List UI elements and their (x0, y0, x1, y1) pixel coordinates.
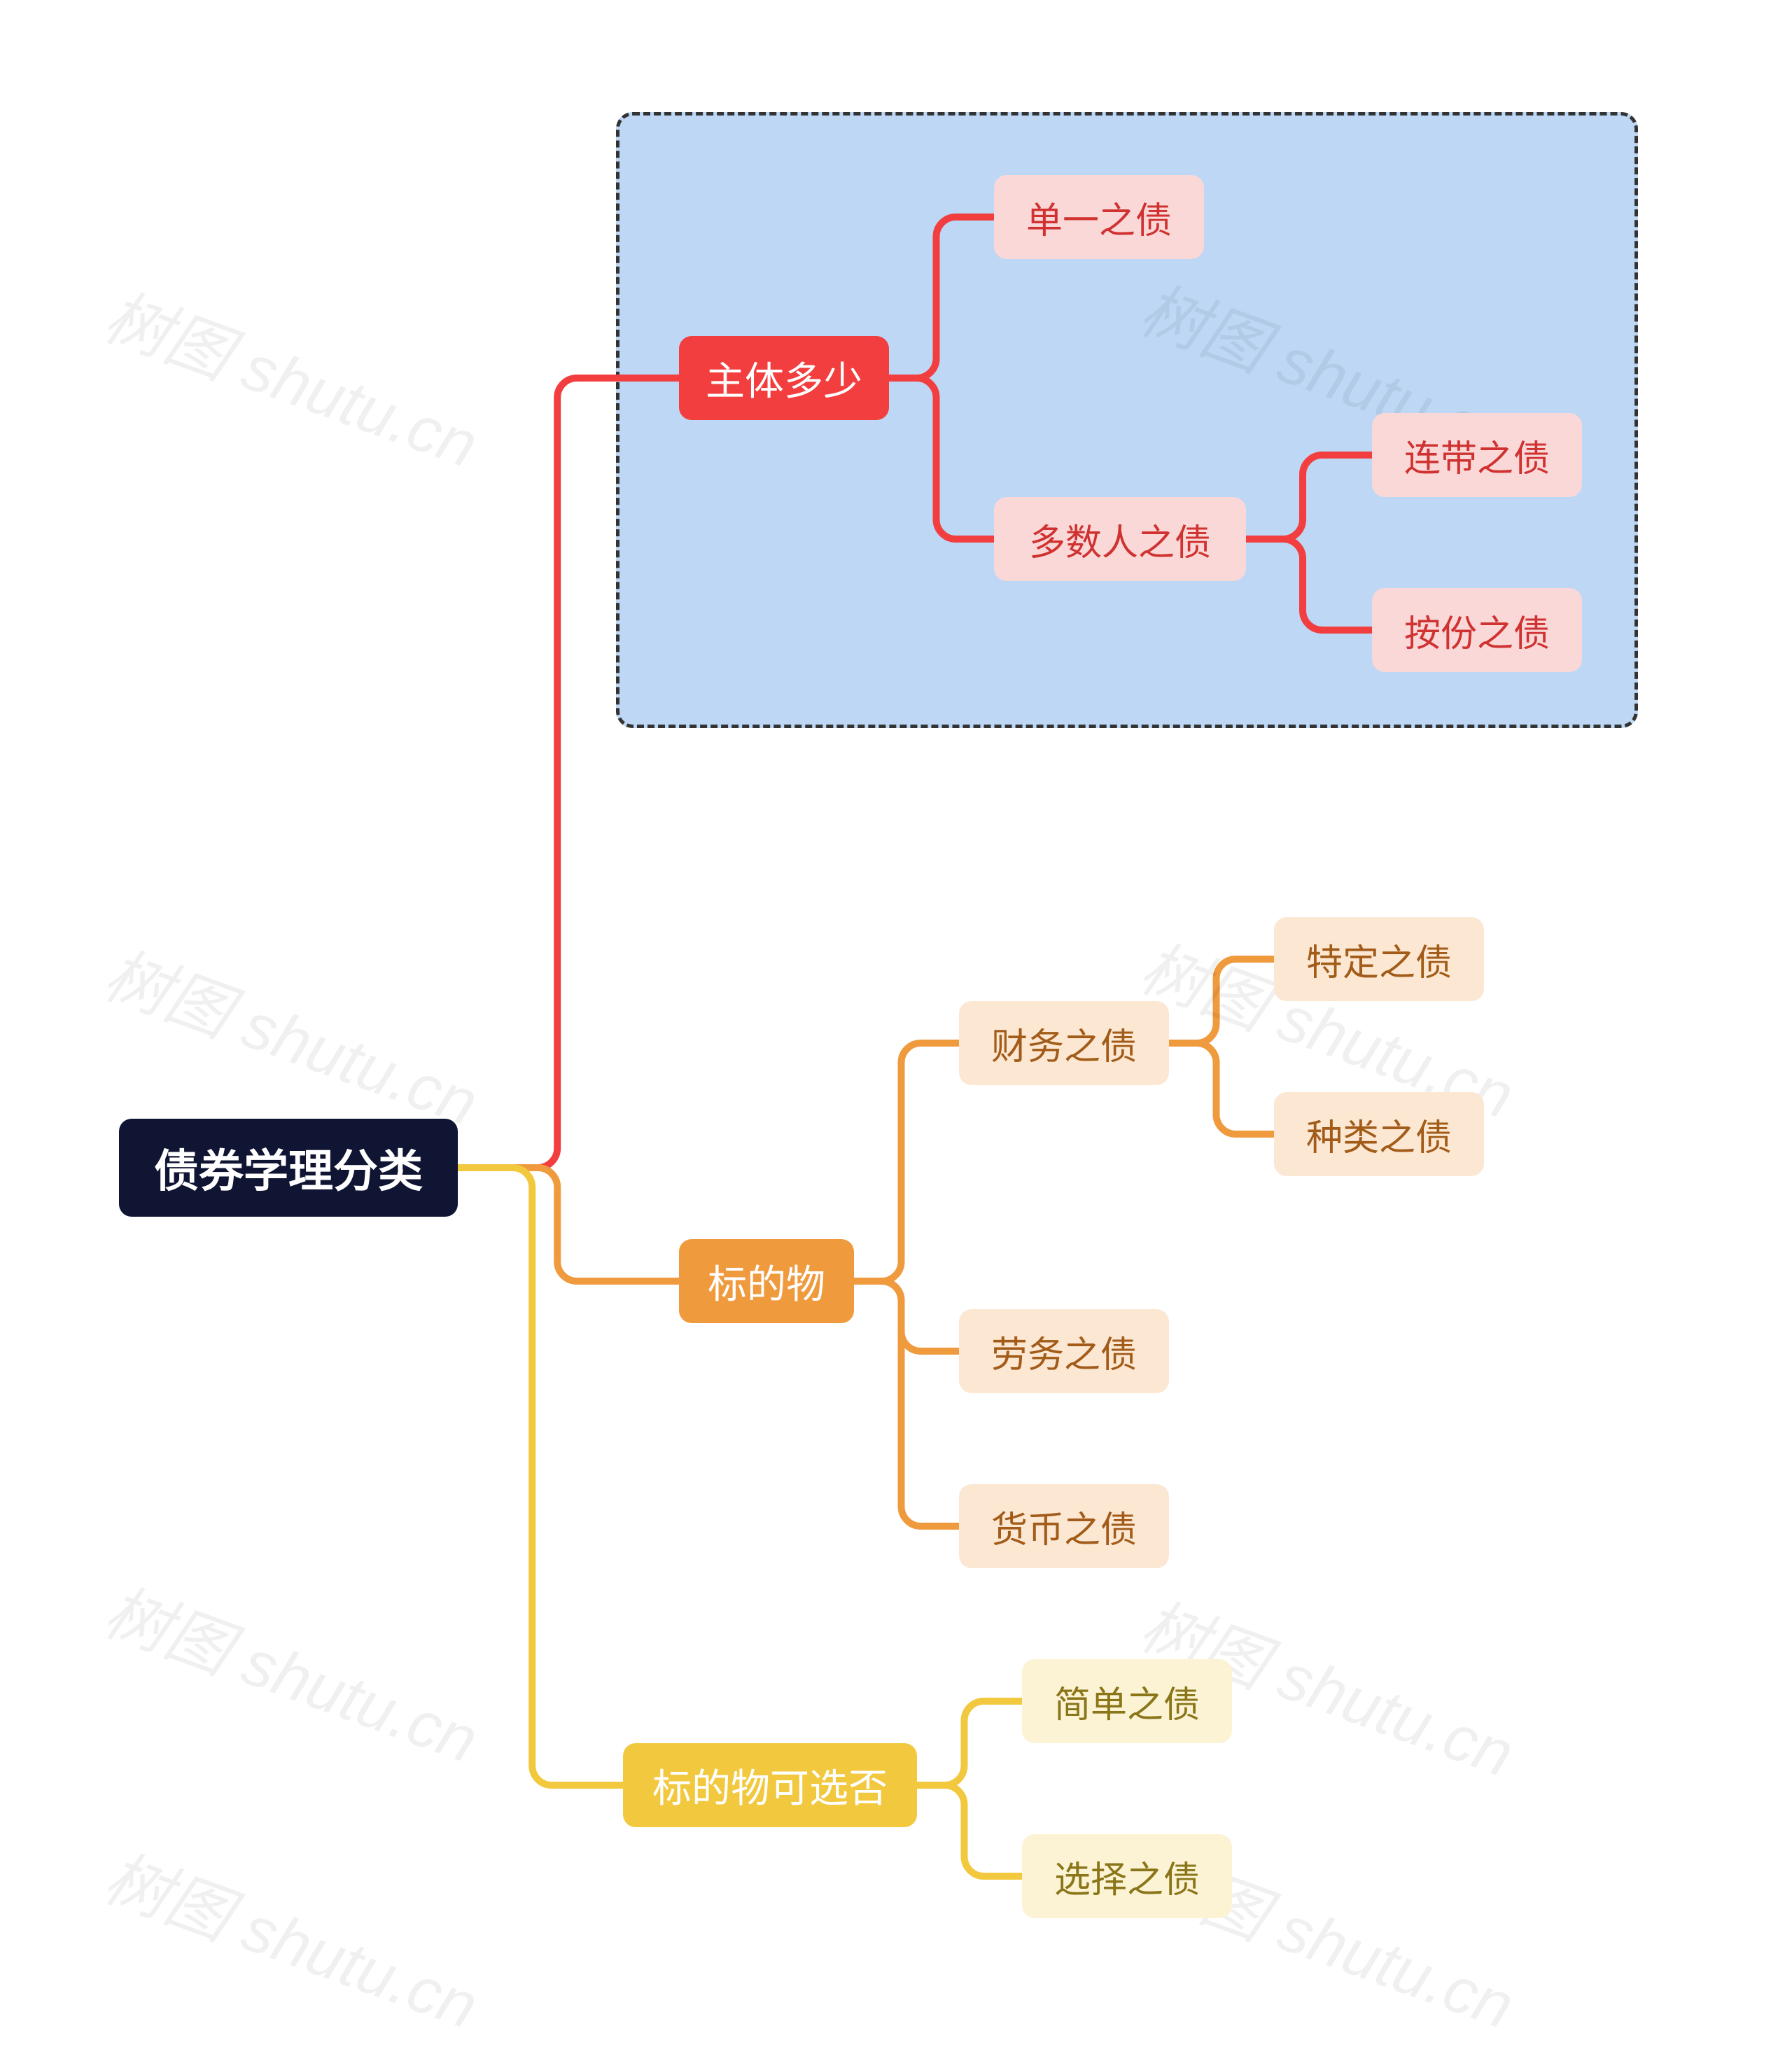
watermark: 树图 shutu.cn (94, 1826, 492, 2047)
edge (1169, 959, 1274, 1043)
root-node[interactable]: 债券学理分类 (119, 1119, 458, 1217)
edge (854, 1043, 959, 1281)
watermark: 树图 shutu.cn (94, 923, 492, 1145)
child-node-b3c1[interactable]: 简单之债 (1022, 1659, 1232, 1743)
child-node-b2c3[interactable]: 货币之债 (959, 1484, 1169, 1568)
edge (917, 1701, 1022, 1785)
edge (1169, 1043, 1274, 1134)
grandchild-node-b1c2a[interactable]: 连带之债 (1372, 413, 1582, 497)
watermark: 树图 shutu.cn (94, 1560, 492, 1782)
grandchild-node-b2c1a[interactable]: 特定之债 (1274, 917, 1484, 1001)
branch-node-b2[interactable]: 标的物 (679, 1239, 854, 1323)
child-node-b2c2[interactable]: 劳务之债 (959, 1309, 1169, 1393)
edge (458, 1168, 679, 1281)
child-node-b1c1[interactable]: 单一之债 (994, 175, 1204, 259)
branch-node-b1[interactable]: 主体多少 (679, 336, 889, 420)
edge (854, 1281, 959, 1526)
grandchild-node-b2c1b[interactable]: 种类之债 (1274, 1092, 1484, 1176)
grandchild-node-b1c2b[interactable]: 按份之债 (1372, 588, 1582, 672)
child-node-b1c2[interactable]: 多数人之债 (994, 497, 1246, 581)
edge (854, 1281, 959, 1351)
edge (458, 1168, 623, 1785)
mindmap-canvas: 树图 shutu.cn树图 shutu.cn树图 shutu.cn树图 shut… (0, 0, 1792, 2015)
child-node-b3c2[interactable]: 选择之债 (1022, 1834, 1232, 1918)
branch-node-b3[interactable]: 标的物可选否 (623, 1743, 917, 1827)
edge (917, 1785, 1022, 1876)
watermark: 树图 shutu.cn (94, 265, 492, 487)
child-node-b2c1[interactable]: 财务之债 (959, 1001, 1169, 1085)
